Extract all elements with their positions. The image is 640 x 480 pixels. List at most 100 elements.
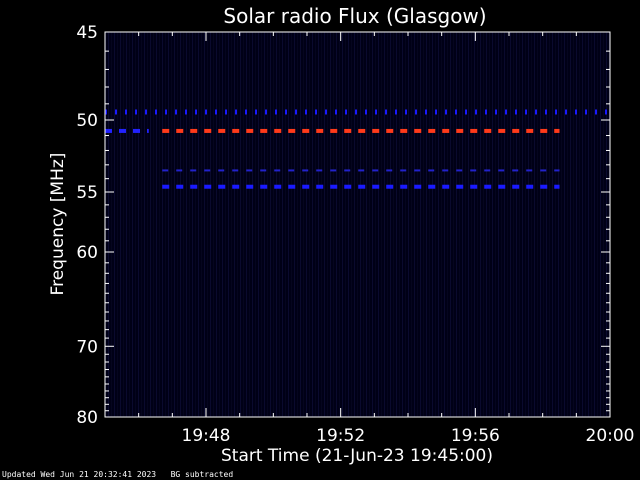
emission-segment — [176, 128, 184, 133]
emission-features — [105, 109, 607, 189]
emission-segment — [204, 128, 212, 133]
emission-segment — [190, 169, 197, 172]
y-axis: 45 50 55 60 70 80 — [76, 23, 610, 428]
emission-segment — [246, 128, 254, 133]
emission-segment — [185, 109, 187, 115]
emission-segment — [105, 128, 112, 133]
bg-subtracted-note: BG subtracted — [170, 470, 234, 479]
y-tick-label: 55 — [76, 183, 98, 203]
emission-segment — [295, 109, 297, 115]
emission-segment — [218, 184, 226, 189]
emission-segment — [405, 109, 407, 115]
emission-segment — [255, 109, 257, 115]
emission-segment — [540, 128, 548, 133]
emission-segment — [218, 169, 225, 172]
emission-segment — [330, 128, 338, 133]
emission-segment — [484, 169, 491, 172]
emission-segment — [442, 184, 450, 189]
emission-segment — [162, 169, 169, 172]
emission-segment — [133, 128, 140, 133]
emission-segment — [400, 128, 408, 133]
updated-timestamp: Updated Wed Jun 21 20:32:41 2023 — [2, 470, 157, 479]
emission-segment — [575, 109, 577, 115]
emission-segment — [512, 128, 520, 133]
emission-segment — [165, 109, 167, 115]
emission-segment — [288, 169, 295, 172]
y-tick-label: 80 — [76, 408, 98, 428]
emission-segment — [585, 109, 587, 115]
emission-segment — [414, 128, 422, 133]
emission-segment — [415, 109, 417, 115]
y-tick-label: 60 — [76, 243, 98, 263]
emission-segment — [175, 109, 177, 115]
emission-segment — [275, 109, 277, 115]
emission-segment — [285, 109, 287, 115]
emission-segment — [204, 169, 211, 172]
x-tick-label: 19:48 — [182, 426, 231, 446]
emission-segment — [535, 109, 537, 115]
emission-segment — [498, 169, 505, 172]
emission-segment — [147, 128, 149, 133]
emission-segment — [162, 128, 170, 133]
emission-segment — [455, 109, 457, 115]
emission-segment — [372, 128, 380, 133]
emission-segment — [288, 128, 296, 133]
emission-segment — [232, 169, 239, 172]
emission-segment — [525, 109, 527, 115]
emission-segment — [316, 184, 324, 189]
emission-segment — [195, 109, 197, 115]
x-axis: 19:48 19:52 19:56 20:00 — [138, 32, 635, 446]
emission-segment — [435, 109, 437, 115]
emission-segment — [470, 128, 478, 133]
emission-segment — [176, 169, 183, 172]
emission-segment — [595, 109, 597, 115]
x-tick-label: 19:52 — [316, 426, 365, 446]
emission-segment — [344, 184, 352, 189]
emission-segment — [470, 169, 477, 172]
emission-segment — [316, 169, 323, 172]
emission-segment — [246, 184, 254, 189]
emission-segment — [274, 169, 281, 172]
emission-segment — [372, 169, 379, 172]
y-axis-label: Frequency [MHz] — [48, 153, 68, 296]
emission-segment — [565, 109, 567, 115]
plot-frame — [104, 31, 611, 418]
emission-segment — [190, 184, 198, 189]
emission-segment — [358, 128, 366, 133]
emission-segment — [316, 128, 324, 133]
emission-segment — [115, 109, 117, 115]
emission-segment — [428, 169, 435, 172]
emission-segment — [425, 109, 427, 115]
emission-segment — [414, 169, 421, 172]
emission-segment — [445, 109, 447, 115]
y-tick-label: 70 — [76, 337, 98, 357]
emission-segment — [375, 109, 377, 115]
emission-segment — [335, 109, 337, 115]
emission-segment — [554, 184, 560, 189]
emission-segment — [260, 128, 268, 133]
emission-segment — [526, 184, 534, 189]
emission-segment — [498, 184, 506, 189]
emission-segment — [225, 109, 227, 115]
emission-segment — [218, 128, 226, 133]
emission-segment — [386, 128, 394, 133]
emission-segment — [505, 109, 507, 115]
emission-segment — [315, 109, 317, 115]
emission-segment — [325, 109, 327, 115]
emission-segment — [456, 128, 464, 133]
emission-segment — [498, 128, 506, 133]
emission-segment — [344, 128, 352, 133]
emission-segment — [274, 184, 282, 189]
emission-segment — [428, 184, 436, 189]
emission-segment — [265, 109, 267, 115]
emission-segment — [386, 169, 393, 172]
emission-segment — [400, 184, 408, 189]
emission-segment — [190, 128, 198, 133]
x-tick-label: 19:56 — [451, 426, 500, 446]
emission-segment — [235, 109, 237, 115]
emission-segment — [330, 184, 338, 189]
emission-segment — [105, 109, 107, 115]
emission-segment — [495, 109, 497, 115]
emission-segment — [540, 169, 547, 172]
